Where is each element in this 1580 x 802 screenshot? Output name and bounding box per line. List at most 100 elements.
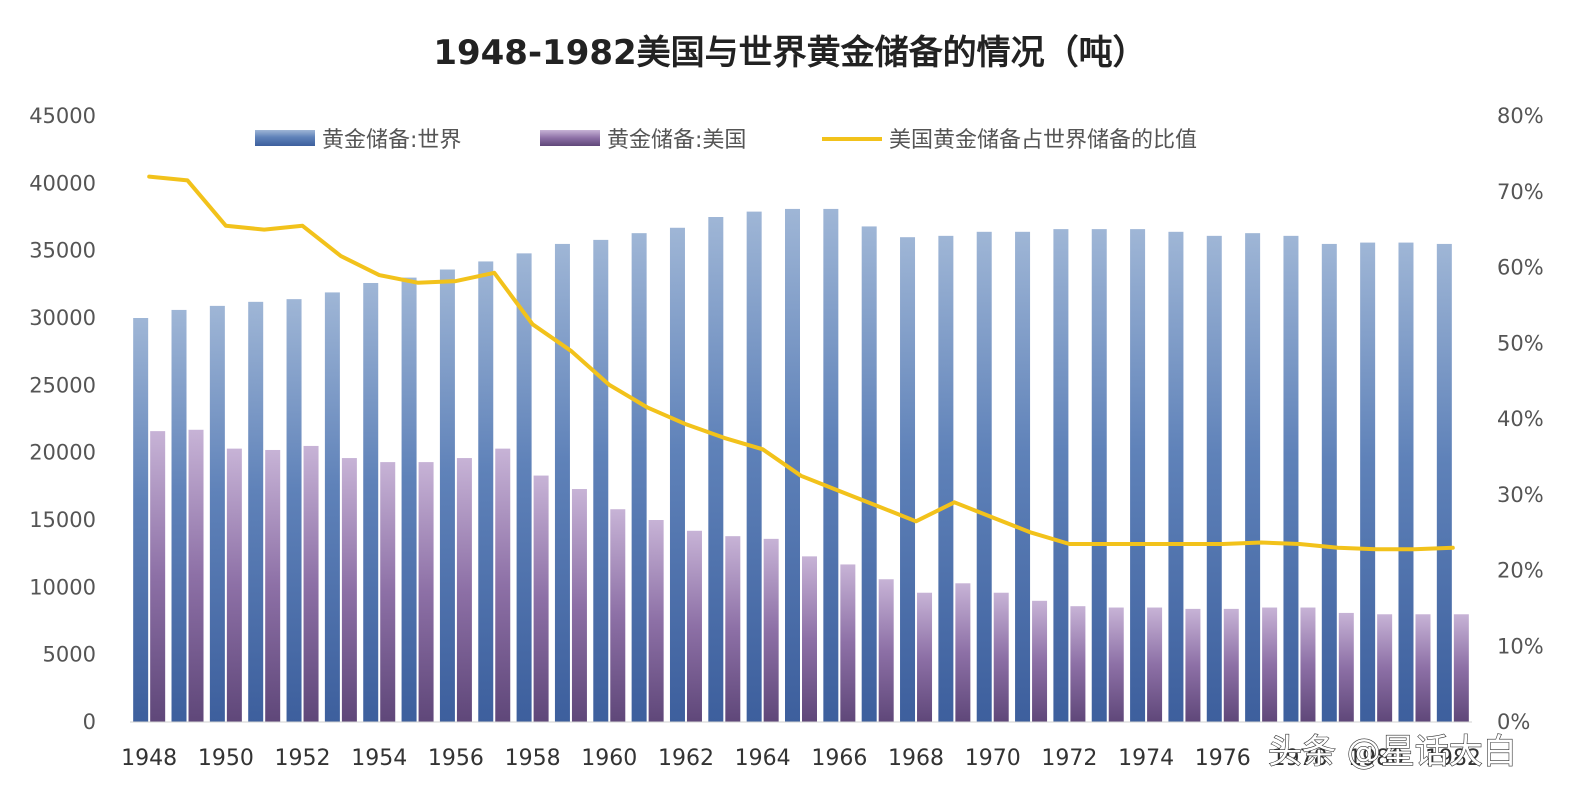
bar-us [1223, 608, 1239, 722]
right-axis-tick-label: 80% [1497, 104, 1544, 128]
bar-us [763, 538, 779, 722]
bar-world [823, 208, 839, 723]
bar-world [401, 277, 417, 722]
bar-world [1053, 229, 1069, 722]
left-axis-tick-label: 45000 [29, 104, 96, 128]
bar-world [171, 309, 187, 722]
bar-us [418, 462, 434, 722]
bar-world [938, 235, 954, 722]
bar-us [533, 475, 549, 722]
left-axis-tick-label: 35000 [29, 239, 96, 263]
bar-world [708, 217, 724, 722]
bar-world [593, 239, 609, 723]
legend-label-ratio: 美国黄金储备占世界储备的比值 [889, 128, 1197, 153]
bar-world [1168, 231, 1184, 722]
x-axis-tick-label: 1950 [198, 746, 254, 771]
bar-us [341, 458, 357, 722]
right-axis-tick-label: 40% [1497, 407, 1544, 431]
bar-us [725, 536, 741, 722]
legend-label-us: 黄金储备:美国 [607, 128, 746, 153]
legend: 黄金储备:世界 黄金储备:美国 美国黄金储备占世界储备的比值 [255, 128, 1197, 153]
bar-world [1398, 242, 1414, 722]
bar-us [1108, 607, 1124, 722]
right-axis-tick-label: 0% [1497, 710, 1530, 734]
x-axis-tick-label: 1974 [1118, 746, 1174, 771]
x-axis-tick-label: 1976 [1195, 746, 1251, 771]
x-axis-tick-label: 1962 [658, 746, 714, 771]
chart-title: 1948-1982美国与世界黄金储备的情况（吨） [433, 33, 1146, 73]
x-axis-tick-label: 1958 [505, 746, 561, 771]
right-axis-tick-label: 50% [1497, 331, 1544, 355]
bar-world [439, 269, 455, 722]
bar-us [1300, 607, 1316, 722]
bars-group [133, 208, 1469, 723]
bar-world [516, 253, 532, 723]
left-axis-tick-label: 10000 [29, 575, 96, 599]
right-axis: 0% 10% 20% 30% 40% 50% 60% 70% 80% [1497, 104, 1544, 734]
bar-world [554, 243, 570, 722]
bar-us [1377, 614, 1393, 722]
bar-us [1185, 608, 1201, 722]
bar-world [1283, 235, 1299, 722]
bar-world [286, 299, 302, 722]
bar-world [1436, 243, 1452, 722]
bar-world [631, 233, 647, 722]
bar-us [303, 445, 319, 722]
left-axis-tick-label: 20000 [29, 441, 96, 465]
bar-us [878, 579, 894, 722]
x-axis: 1948 1950 1952 1954 1956 1958 1960 1962 1964 1966… [121, 721, 1481, 771]
bar-world [746, 211, 762, 722]
left-axis-tick-label: 30000 [29, 306, 96, 330]
x-axis-tick-label: 1978 [1271, 746, 1327, 771]
ratio-line-group [147, 174, 1455, 552]
bar-us [188, 429, 204, 722]
x-axis-tick-label: 1948 [121, 746, 177, 771]
x-axis-tick-label: 1956 [428, 746, 484, 771]
watermark: 头条 @星话大白 [1268, 732, 1517, 772]
bar-us [802, 556, 817, 722]
right-axis-tick-label: 10% [1497, 634, 1544, 658]
bar-world [785, 208, 800, 723]
bar-us [610, 509, 626, 722]
bar-us [1070, 606, 1086, 722]
bar-us [648, 520, 664, 722]
bar-world [1130, 229, 1146, 722]
x-axis-tick-label: 1970 [965, 746, 1021, 771]
bar-us [380, 462, 396, 722]
right-axis-tick-label: 60% [1497, 256, 1544, 280]
bar-us [265, 449, 281, 722]
bar-world [976, 231, 992, 722]
bar-world [133, 318, 149, 722]
bar-us [917, 592, 933, 722]
x-axis-tick-label: 1972 [1041, 746, 1097, 771]
x-axis-tick-label: 1954 [351, 746, 407, 771]
x-axis-tick-label: 1968 [888, 746, 944, 771]
bar-world [324, 292, 340, 722]
bar-world [900, 237, 916, 722]
bar-world [1091, 229, 1107, 722]
legend-label-world: 黄金储备:世界 [322, 128, 461, 153]
x-axis-tick-label: 1952 [275, 746, 331, 771]
left-axis: 0 5000 10000 15000 20000 25000 30000 35000 40000… [29, 104, 96, 734]
left-axis-tick-label: 5000 [43, 643, 96, 667]
bar-us [840, 564, 856, 722]
x-axis-tick-label: 1960 [581, 746, 637, 771]
bar-world [363, 282, 379, 722]
bar-world [1360, 242, 1376, 722]
bar-us [686, 530, 702, 722]
right-axis-tick-label: 70% [1497, 180, 1544, 204]
bar-world [1245, 233, 1261, 722]
right-axis-tick-label: 20% [1497, 559, 1544, 583]
bar-world [248, 301, 264, 722]
bar-us [1032, 600, 1048, 722]
bar-us [150, 431, 166, 722]
bar-us [1262, 607, 1278, 722]
bar-world [478, 261, 494, 722]
x-axis-tick-label: 1980 [1348, 746, 1404, 771]
x-axis-tick-label: 1964 [735, 746, 791, 771]
bar-us [955, 583, 971, 722]
left-axis-tick-label: 40000 [29, 171, 96, 195]
bar-us [226, 448, 242, 722]
left-axis-tick-label: 15000 [29, 508, 96, 532]
